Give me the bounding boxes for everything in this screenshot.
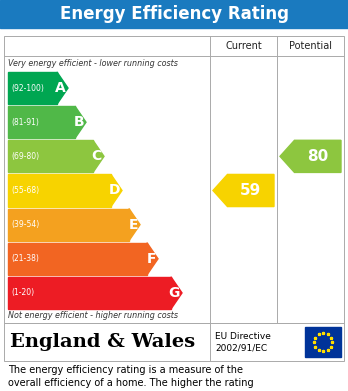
Polygon shape (280, 140, 341, 172)
Text: overall efficiency of a home. The higher the rating: overall efficiency of a home. The higher… (8, 378, 254, 388)
Text: Not energy efficient - higher running costs: Not energy efficient - higher running co… (8, 312, 178, 321)
Text: (21-38): (21-38) (11, 254, 39, 263)
Text: C: C (92, 149, 102, 163)
Polygon shape (93, 140, 104, 172)
Polygon shape (75, 106, 86, 138)
Text: Energy Efficiency Rating: Energy Efficiency Rating (60, 5, 288, 23)
Text: (39-54): (39-54) (11, 220, 39, 229)
Bar (4, 36, 344, 323)
Text: Potential: Potential (289, 41, 332, 51)
Polygon shape (147, 243, 158, 275)
Bar (8, 72, 57, 104)
Text: Very energy efficient - lower running costs: Very energy efficient - lower running co… (8, 59, 178, 68)
Polygon shape (171, 277, 182, 309)
Text: (81-91): (81-91) (11, 118, 39, 127)
Bar (8, 208, 129, 241)
Text: F: F (147, 252, 156, 266)
Bar (8, 106, 75, 138)
Polygon shape (213, 174, 274, 206)
Text: (1-20): (1-20) (11, 289, 34, 298)
Polygon shape (111, 174, 122, 206)
Text: (69-80): (69-80) (11, 152, 39, 161)
Bar (305, 327, 341, 357)
Text: The energy efficiency rating is a measure of the: The energy efficiency rating is a measur… (8, 365, 243, 375)
Bar (0, 0, 348, 28)
Text: A: A (55, 81, 66, 95)
Text: D: D (109, 183, 120, 197)
Bar (8, 243, 147, 275)
Bar (8, 140, 93, 172)
Text: England & Wales: England & Wales (10, 333, 195, 351)
Polygon shape (57, 72, 68, 104)
Text: (55-68): (55-68) (11, 186, 39, 195)
Text: Current: Current (225, 41, 262, 51)
Text: EU Directive
2002/91/EC: EU Directive 2002/91/EC (215, 332, 271, 352)
Text: B: B (73, 115, 84, 129)
Text: 80: 80 (307, 149, 329, 164)
Bar (8, 277, 171, 309)
Bar (4, 323, 344, 361)
Polygon shape (129, 208, 140, 241)
Text: E: E (128, 218, 138, 231)
Bar (8, 174, 111, 206)
Text: (92-100): (92-100) (11, 84, 44, 93)
Text: 59: 59 (240, 183, 261, 198)
Text: G: G (169, 286, 180, 300)
